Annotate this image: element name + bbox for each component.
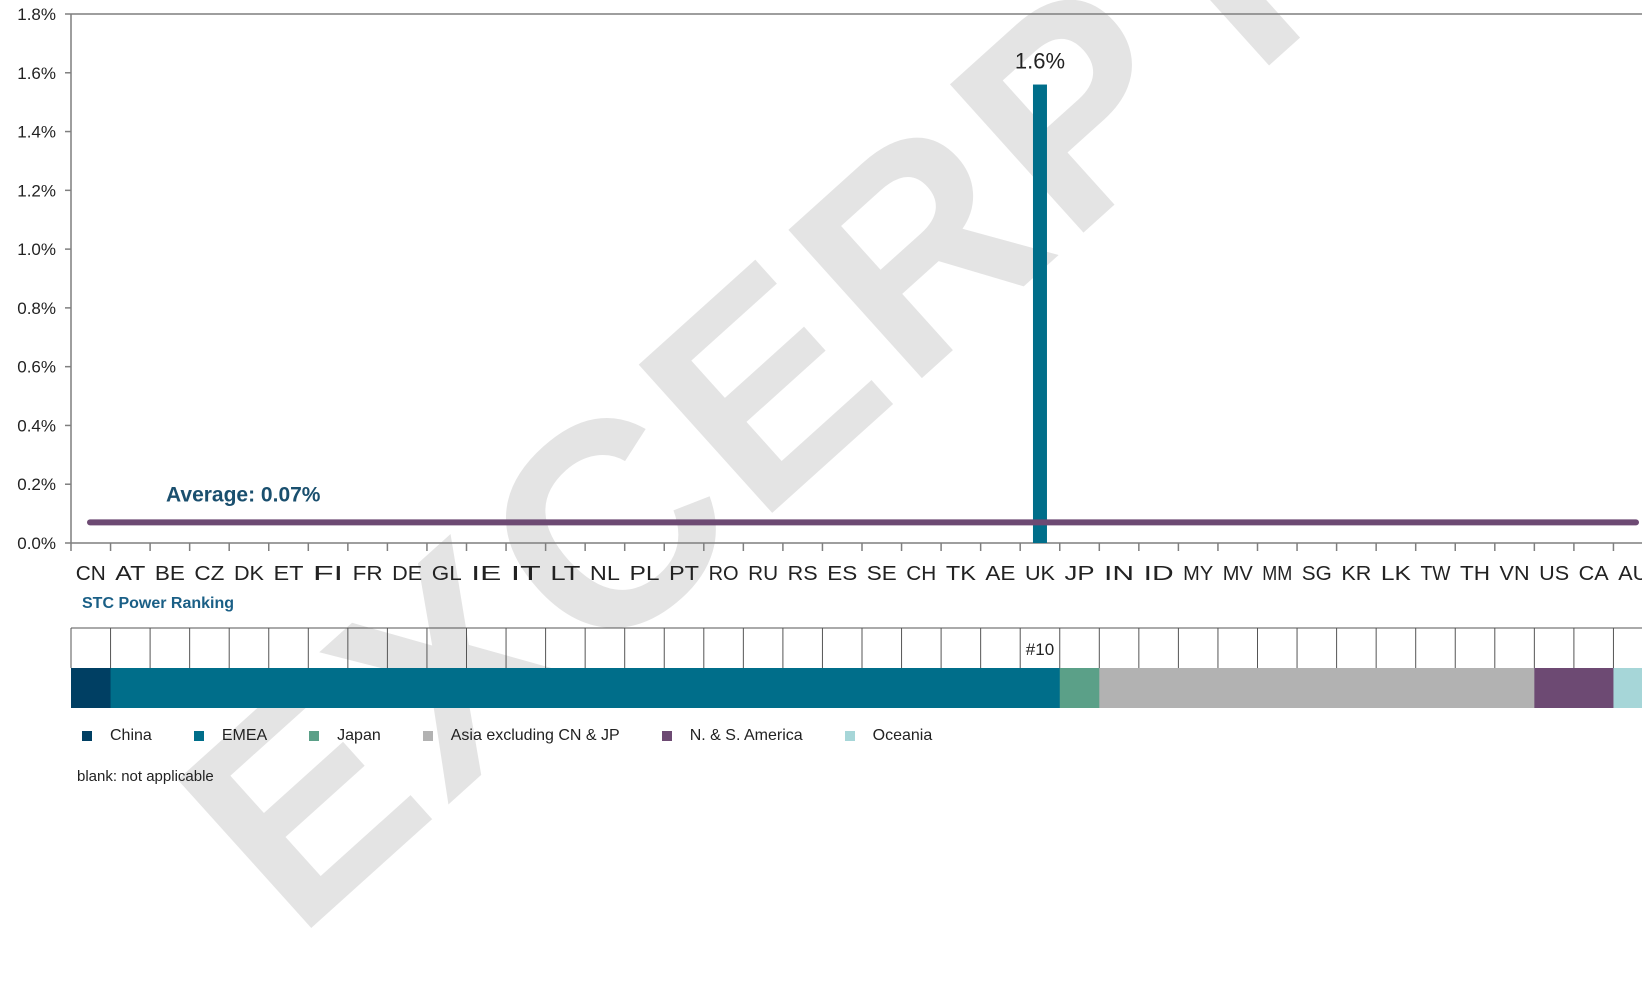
legend-label: Japan [337, 727, 381, 744]
legend-swatch-oceania [844, 731, 855, 741]
x-tick-label: FR [353, 563, 383, 585]
x-tick-label: FI [313, 563, 343, 585]
x-tick-label: AT [115, 563, 145, 585]
legend-swatch-emea [193, 731, 204, 741]
data-label: 1.6% [1015, 49, 1065, 74]
x-tick-label: PL [629, 563, 659, 585]
legend-item-emea: EMEA [193, 727, 268, 745]
x-tick-label: CN [76, 563, 106, 585]
region-strip [1099, 668, 1535, 708]
y-tick-label: 1.0% [17, 240, 56, 259]
ranking-label: #10 [1026, 640, 1054, 659]
x-tick-label: KR [1341, 563, 1371, 585]
y-tick-label: 0.2% [17, 475, 56, 494]
x-tick-label: US [1539, 563, 1569, 585]
x-tick-label: DK [234, 563, 265, 585]
x-tick-label: IN [1104, 563, 1134, 585]
ranking-title: STC Power Ranking [82, 595, 235, 612]
x-tick-label: RU [748, 563, 778, 585]
x-tick-label: ES [827, 563, 857, 585]
legend-label: N. & S. America [689, 727, 803, 744]
x-tick-label: JP [1065, 563, 1095, 585]
legend-label: EMEA [221, 727, 268, 744]
x-tick-label: SE [867, 563, 897, 585]
x-tick-label: MM [1262, 563, 1292, 585]
x-tick-label: MY [1183, 563, 1213, 585]
legend-swatch-asia [422, 731, 433, 741]
legend-item-americas: N. & S. America [661, 727, 803, 745]
x-tick-label: CZ [194, 563, 224, 585]
y-tick-label: 1.6% [17, 64, 56, 83]
x-tick-label: GL [432, 563, 462, 585]
bar-chart: 0.0% 0.2% 0.4% 0.6% 0.8% 1.0% 1.2% 1.4% 1.6% 1.8%… [17, 5, 1642, 708]
legend-label: Oceania [872, 727, 933, 744]
legend-swatch-china [82, 731, 92, 741]
x-tick-label: RO [709, 563, 739, 585]
x-tick-label: BE [155, 563, 185, 585]
region-strip [110, 668, 1061, 708]
note-text: blank: not applicable [77, 768, 214, 785]
region-strip [1059, 668, 1100, 708]
y-tick-label: 0.6% [17, 358, 56, 377]
legend-label: Asia excluding CN & JP [450, 727, 620, 744]
region-strip [1534, 668, 1614, 708]
x-tick-label: RS [788, 563, 818, 585]
x-tick-label: ET [274, 563, 304, 585]
region-strip [1613, 668, 1642, 708]
legend-label: China [110, 727, 152, 744]
legend-swatch-americas [661, 731, 672, 741]
legend-item-asia: Asia excluding CN & JP [422, 727, 620, 745]
x-tick-label: TH [1460, 563, 1490, 585]
x-tick-label: SG [1302, 563, 1332, 585]
x-tick-label: IT [511, 563, 541, 585]
x-tick-label: TW [1420, 563, 1450, 585]
x-tick-label: UK [1025, 563, 1056, 585]
y-tick-label: 1.8% [17, 5, 56, 24]
x-tick-label: DE [392, 563, 422, 585]
x-tick-label: CA [1579, 563, 1610, 585]
x-tick-label: MV [1223, 563, 1254, 585]
x-tick-label: TK [946, 563, 977, 585]
y-tick-label: 0.8% [17, 299, 56, 318]
y-tick-label: 0.4% [17, 416, 56, 435]
y-tick-label: 1.2% [17, 181, 56, 200]
legend-item-japan: Japan [309, 727, 381, 745]
x-tick-label: AE [985, 563, 1015, 585]
x-tick-label: LT [550, 563, 580, 585]
x-tick-label: VN [1500, 563, 1530, 585]
average-label: Average: 0.07% [166, 483, 321, 506]
y-tick-label: 0.0% [17, 534, 56, 553]
legend-swatch-japan [309, 731, 320, 741]
legend: China EMEA Japan Asia excluding CN & JP … [82, 727, 974, 745]
x-tick-label: NL [590, 563, 620, 585]
legend-item-china: China [82, 727, 152, 745]
x-tick-label: CH [906, 563, 936, 585]
y-tick-label: 1.4% [17, 123, 56, 142]
legend-item-oceania: Oceania [844, 727, 933, 745]
region-strip [71, 668, 112, 708]
bar [1032, 84, 1047, 544]
x-tick-label: PT [669, 563, 699, 585]
x-tick-label: ID [1144, 563, 1174, 585]
x-tick-label: AU [1618, 563, 1642, 585]
x-tick-label: IE [471, 563, 501, 585]
x-tick-label: LK [1381, 563, 1412, 585]
